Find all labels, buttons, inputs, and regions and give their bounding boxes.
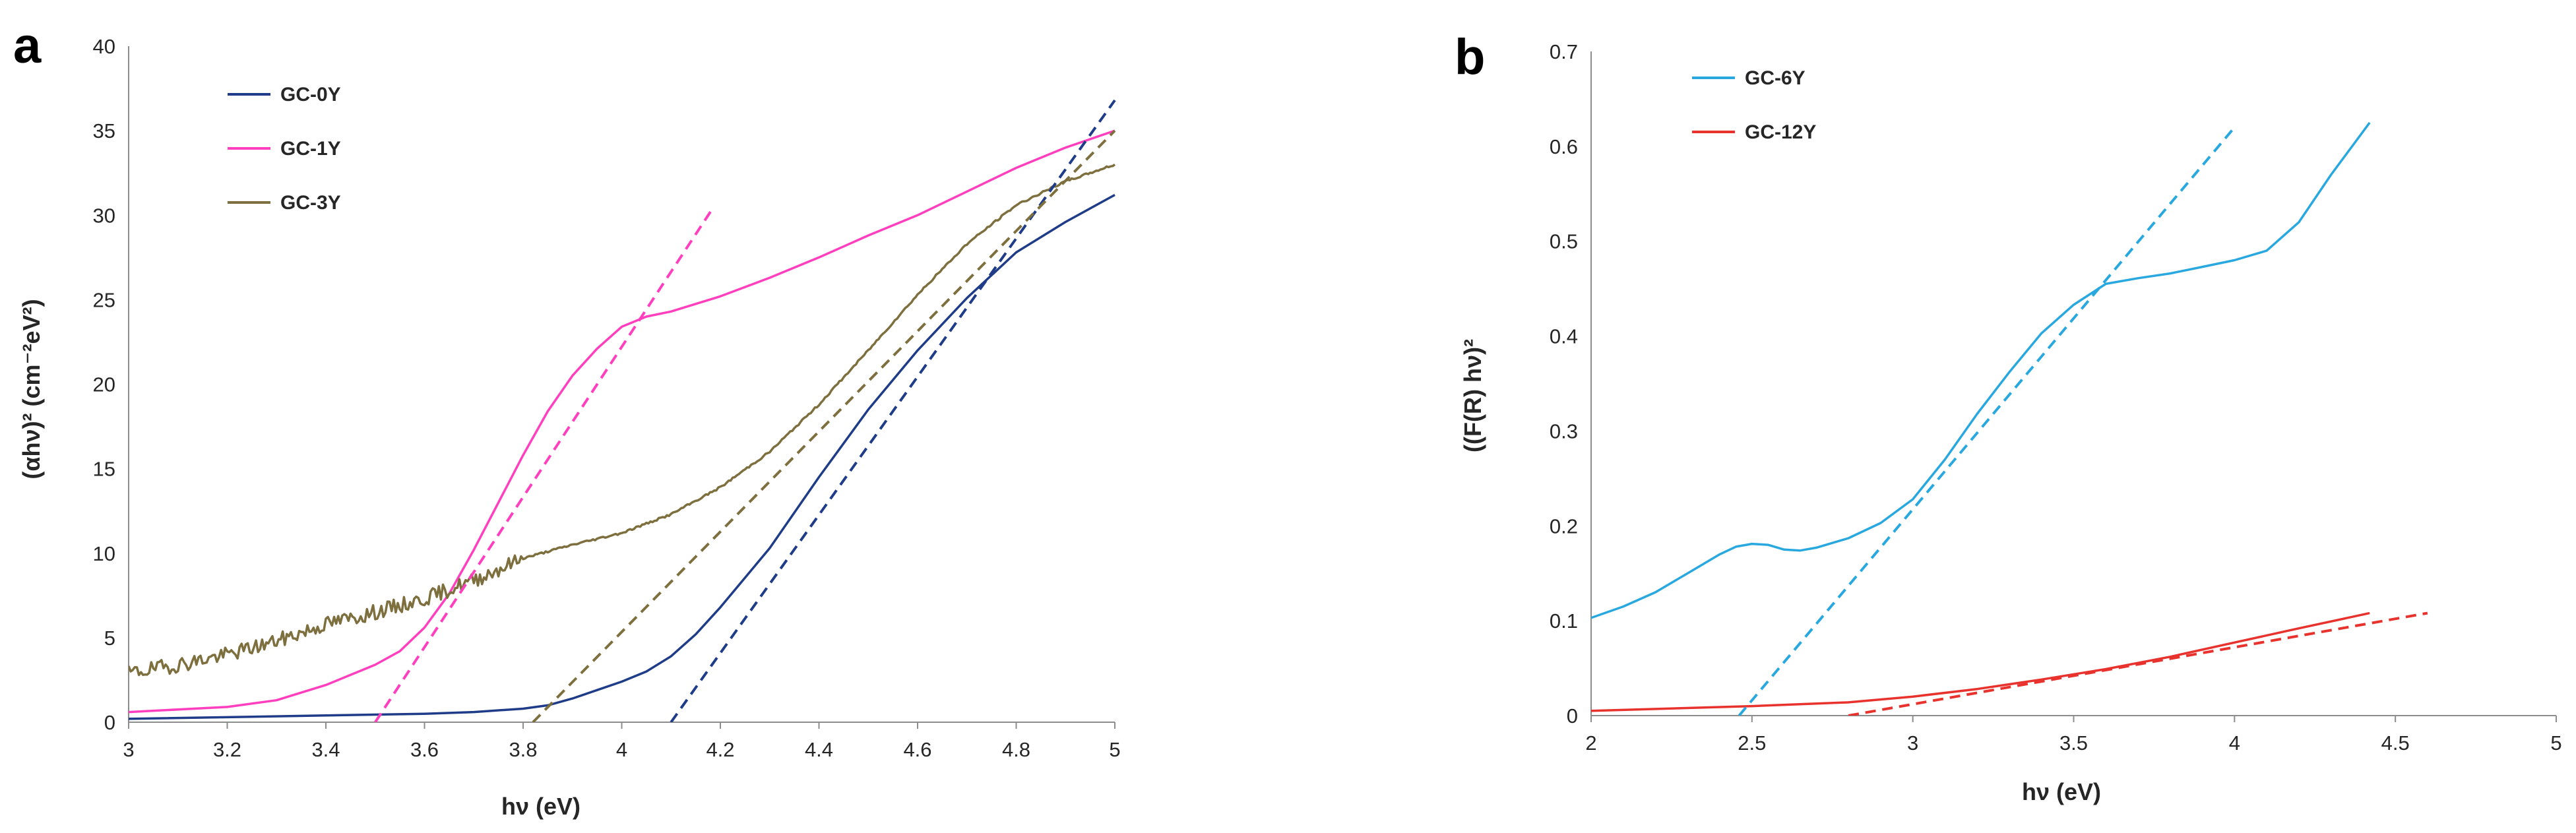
legend-entry: GC-12Y [1692,121,1816,143]
y-tick-label: 40 [93,35,115,58]
panel-b-plot-area: 2 2.5 3 3.5 4 4.5 5 0 0.1 0.2 0.3 0.4 0.5 0.6 0.7 [1550,40,2562,755]
axes: 3 3.2 3.4 3.6 3.8 4 4.2 4.4 4.6 4.8 5 0 5 10 15 20 25 30 3… [93,35,1121,761]
panel-b-x-axis-title: hν (eV) [2022,778,2101,805]
series-group [129,99,1116,722]
series-group [1591,121,2428,716]
y-tick-label: 0.6 [1550,135,1578,158]
y-tick-label: 15 [93,458,115,481]
panel-a-chart: a 3 3.2 3.4 3.6 3.8 4 4.2 4.4 4.6 4.8 505101520253… [13,18,1121,820]
x-tick-label: 4.8 [1002,738,1030,761]
y-tick-label: 0.5 [1550,230,1578,253]
x-tick-label: 3.5 [2059,731,2088,755]
series-gc-3y-line [129,163,1116,677]
series-gc-12y-line [1591,611,2370,712]
series-gc-0y-line [129,193,1115,720]
x-tick-label: 3.8 [509,738,537,761]
legend-entry: GC-3Y [228,192,341,214]
panel-b-legend: GC-6Y GC-12Y [1692,67,1816,143]
legend-label: GC-12Y [1745,121,1816,143]
x-tick-label: 4 [2229,731,2240,755]
legend-entry: GC-0Y [228,84,341,106]
y-tick-label: 0.2 [1550,514,1578,538]
x-tick-label: 3 [123,738,134,761]
y-tick-label: 0.4 [1550,325,1578,348]
legend-label: GC-6Y [1745,67,1806,89]
series-gc-6y-fit-line [1738,126,2236,716]
x-tick-label: 4.4 [805,738,833,761]
x-tick-label: 3 [1907,731,1918,755]
x-tick-label: 3.6 [410,738,439,761]
y-tick-label: 5 [104,627,115,650]
series-gc-12y-fit-line [1848,611,2428,716]
y-tick-label: 0.3 [1550,419,1578,443]
panel-a-x-axis-title: hν (eV) [501,793,581,820]
x-tick-label: 2 [1585,731,1596,755]
y-tick-label: 25 [93,288,115,311]
y-tick-label: 10 [93,542,115,565]
x-tick-label: 2.5 [1738,731,1766,755]
y-tick-label: 0.7 [1550,40,1578,63]
x-tick-label: 5 [2550,731,2561,755]
y-tick-label: 20 [93,373,115,396]
legend-label: GC-0Y [280,84,341,106]
series-gc-1y-line [129,129,1115,714]
x-tick-label: 3.2 [213,738,241,761]
panel-a-y-axis-title: (αhν)² (cm⁻²eV²) [18,299,45,479]
panel-a-plot-area: 3 3.2 3.4 3.6 3.8 4 4.2 4.4 4.6 4.8 5 0 5 10 15 20 25 30 3… [93,35,1121,761]
legend-label: GC-1Y [280,138,341,160]
panel-a-legend: GC-0Y GC-1Y GC-3Y [228,84,341,214]
series-gc-3y-fit-line [532,129,1116,722]
axes: 2 2.5 3 3.5 4 4.5 5 0 0.1 0.2 0.3 0.4 0.5 0.6 0.7 [1550,40,2562,755]
series-gc-0y-fit-line [670,99,1116,722]
panel-b-chart: b 2 2.5 3 3.5 4 4.5 5 0 0.1 0.2 0.3 0.4 0.5 0.6 0.7 GC… [1455,29,2562,805]
y-tick-label: 0 [104,711,115,734]
y-tick-label: 0.1 [1550,609,1578,632]
x-tick-label: 4.2 [706,738,734,761]
y-tick-label: 0 [1567,704,1578,727]
x-tick-label: 4.6 [903,738,931,761]
panel-a-label: a [13,18,42,74]
x-tick-label: 5 [1109,738,1120,761]
x-tick-label: 4.5 [2381,731,2410,755]
series-gc-1y-fit-line [374,211,712,722]
legend-label: GC-3Y [280,192,341,214]
legend-entry: GC-6Y [1692,67,1806,89]
legend-entry: GC-1Y [228,138,341,160]
x-tick-label: 3.4 [311,738,340,761]
x-tick-label: 4 [616,738,627,761]
panel-b-y-axis-title: ((F(R) hν)² [1459,339,1486,452]
y-tick-label: 35 [93,119,115,142]
y-tick-label: 30 [93,204,115,227]
panel-b-label: b [1455,29,1485,85]
series-gc-6y-line [1591,121,2371,619]
